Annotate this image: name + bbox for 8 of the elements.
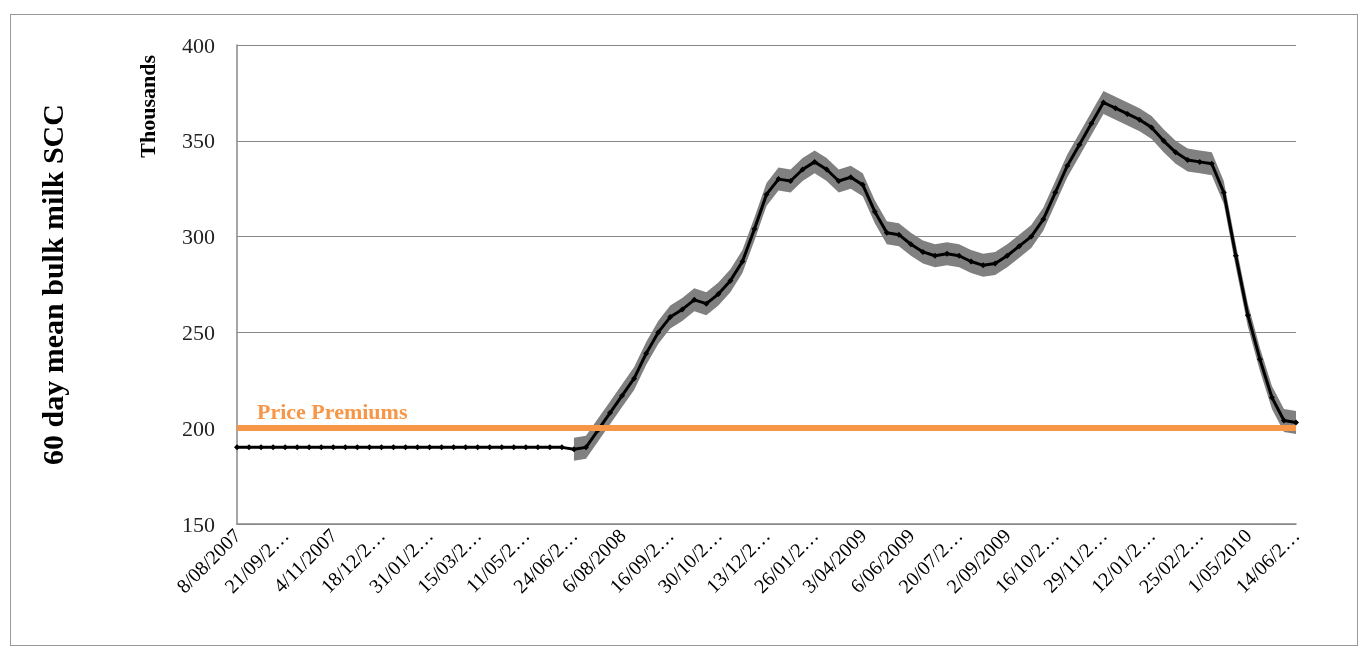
y-tick-label: 250 xyxy=(182,319,215,345)
text: Thousands xyxy=(134,54,160,158)
y-tick-label: 200 xyxy=(182,415,215,441)
y-tick-label: 300 xyxy=(182,224,215,250)
y-tick-label: 400 xyxy=(182,32,215,58)
y-tick-label: 350 xyxy=(182,128,215,154)
y-axis-title: 60 day mean bulk milk SCC xyxy=(35,104,69,465)
ref-line-label: Price Premiums xyxy=(257,398,408,424)
